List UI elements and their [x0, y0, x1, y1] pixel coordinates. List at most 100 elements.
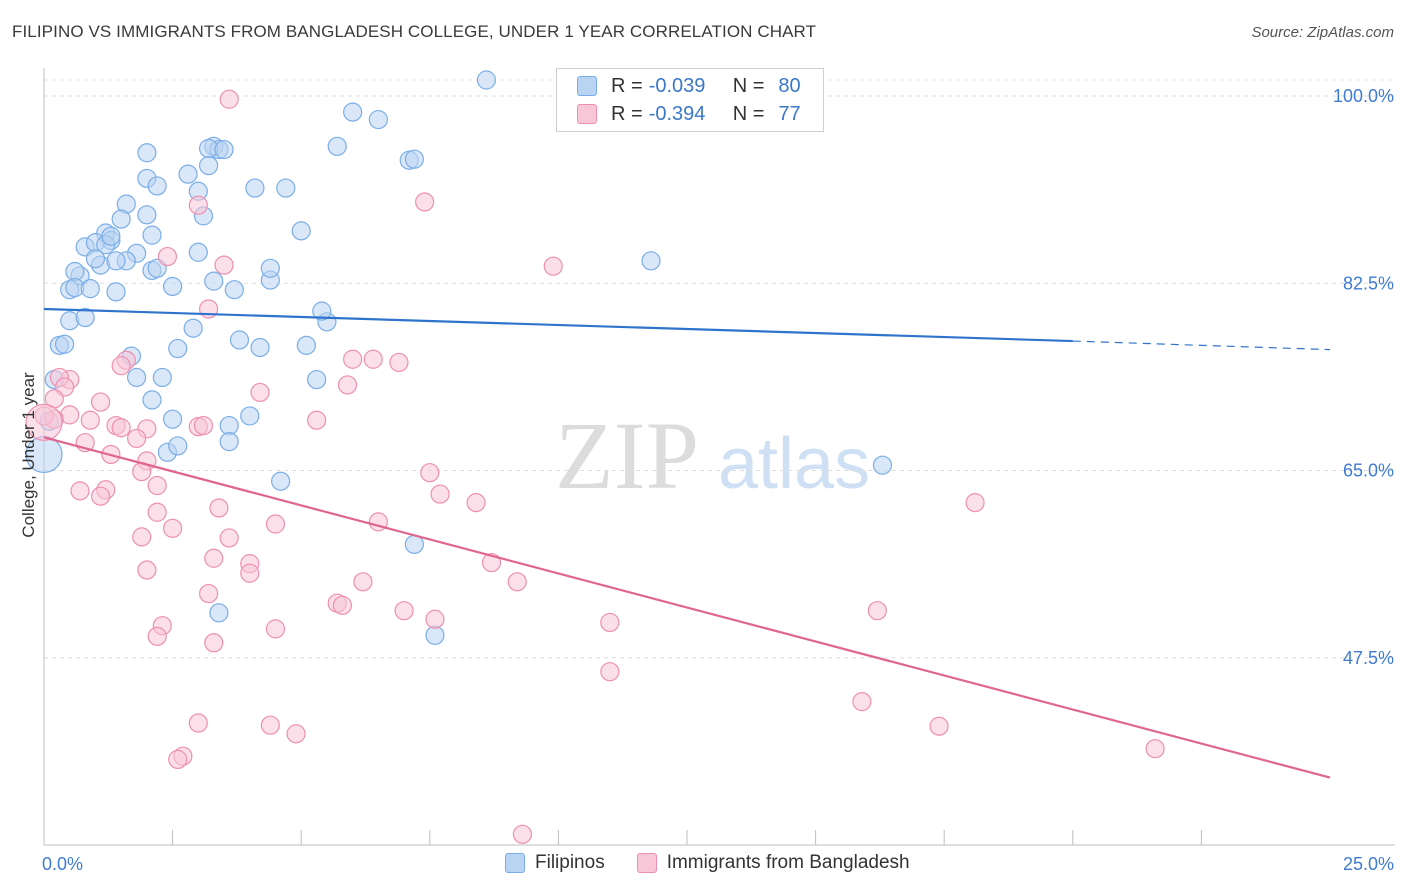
bangladesh-point: [965, 493, 985, 513]
legend-r-label: R =: [611, 74, 643, 97]
filipinos-trend-line: [43, 307, 1073, 343]
bangladesh-trend-line: [43, 436, 1331, 779]
bangladesh-point: [343, 349, 363, 369]
x-tick-label: 25.0%: [1343, 854, 1394, 874]
filipinos-point: [214, 139, 234, 160]
filipinos-point: [147, 176, 167, 196]
bangladesh-point: [204, 633, 224, 653]
filipinos-point: [260, 258, 280, 278]
bangladesh-point: [1145, 739, 1165, 759]
bangladesh-point: [80, 410, 100, 430]
bangladesh-point: [852, 692, 872, 712]
filipinos-point: [641, 251, 661, 271]
filipinos-point: [126, 367, 147, 388]
bangladesh-point: [389, 352, 409, 373]
bangladesh-point: [929, 716, 949, 736]
filipinos-point: [219, 415, 239, 436]
filipinos-point: [168, 338, 188, 359]
filipinos-point: [178, 164, 198, 184]
filipinos-point: [101, 226, 121, 246]
filipinos-point: [245, 178, 265, 198]
bangladesh-point: [543, 256, 563, 276]
bangladesh-point: [250, 382, 270, 403]
filipinos-point: [75, 307, 95, 328]
filipinos-point: [404, 149, 424, 169]
bangladesh-point: [188, 195, 208, 215]
filipinos-point: [307, 369, 327, 390]
legend-r-label: R =: [611, 102, 643, 125]
legend-row-bangladesh: R = -0.394 N = 77: [577, 102, 801, 126]
bangladesh-point: [204, 548, 224, 568]
bangladesh-point: [240, 563, 260, 583]
bangladesh-point: [193, 415, 214, 436]
bangladesh-point: [157, 246, 178, 267]
series-label-bangladesh: Immigrants from Bangladesh: [666, 852, 910, 873]
filipinos-point: [476, 70, 496, 90]
filipinos-point: [188, 242, 208, 262]
filipinos-point: [106, 282, 126, 302]
bangladesh-point: [70, 481, 90, 501]
bangladesh-point: [147, 502, 167, 522]
bangladesh-point: [219, 528, 239, 548]
bangladesh-point: [163, 518, 183, 538]
legend-row-filipinos: R = -0.039 N = 80: [577, 74, 801, 98]
bangladesh-point: [600, 612, 620, 633]
filipinos-point: [183, 318, 203, 338]
bangladesh-point: [420, 463, 440, 483]
series-legend-filipinos[interactable]: Filipinos: [505, 852, 605, 874]
bangladesh-point: [394, 601, 414, 621]
filipinos-point: [199, 155, 219, 176]
bangladesh-point: [214, 255, 234, 275]
bangladesh-point: [507, 572, 527, 592]
filipinos-point: [425, 625, 445, 645]
bangladesh-point: [425, 609, 445, 629]
bangladesh-point: [600, 662, 620, 682]
bangladesh-point: [307, 410, 327, 430]
bangladesh-point: [90, 392, 111, 412]
filipinos-point: [142, 390, 162, 410]
filipinos-point: [296, 335, 316, 355]
bangladesh-point: [188, 713, 208, 733]
y-tick-label: 47.5%: [1343, 648, 1394, 668]
series-legend: Filipinos Immigrants from Bangladesh: [505, 852, 942, 874]
filipinos-point: [65, 261, 85, 282]
bangladesh-point: [219, 89, 239, 109]
x-tick-label: 0.0%: [42, 854, 83, 874]
filipinos-point: [240, 406, 260, 426]
filipinos-point: [60, 311, 80, 331]
source-label: Source: ZipAtlas.com: [1251, 24, 1394, 41]
filipinos-point: [872, 455, 893, 475]
bangladesh-point: [137, 560, 157, 580]
series-swatch-bangladesh: [636, 853, 657, 873]
bangladesh-point: [466, 493, 486, 513]
series-legend-bangladesh[interactable]: Immigrants from Bangladesh: [636, 852, 910, 874]
filipinos-point: [204, 271, 224, 291]
y-axis-label: College, Under 1 year: [19, 372, 38, 538]
bangladesh-point: [415, 192, 435, 212]
bangladesh-point: [199, 583, 219, 604]
filipinos-point: [271, 471, 291, 491]
filipinos-point: [168, 436, 188, 456]
legend-n-value: 77: [778, 102, 801, 125]
legend-n-label: N =: [732, 102, 765, 125]
bangladesh-point: [90, 486, 111, 506]
filipinos-point: [80, 279, 100, 299]
filipinos-point: [137, 143, 157, 163]
bangladesh-point: [512, 824, 532, 844]
filipinos-trend-extension: [1072, 340, 1331, 351]
filipinos-point: [137, 205, 157, 225]
filipinos-point: [163, 276, 183, 297]
bangladesh-point: [111, 418, 131, 438]
filipinos-point: [224, 280, 244, 300]
bangladesh-point: [260, 715, 280, 735]
filipinos-point: [142, 225, 162, 245]
bangladesh-point: [209, 498, 229, 518]
filipinos-point: [219, 432, 239, 452]
bangladesh-point: [265, 514, 286, 534]
watermark-zip: ZIP: [555, 402, 699, 509]
filipinos-point: [343, 102, 363, 122]
legend-r-value: -0.394: [648, 102, 706, 125]
filipinos-point: [312, 301, 332, 321]
filipinos-point: [229, 330, 250, 350]
